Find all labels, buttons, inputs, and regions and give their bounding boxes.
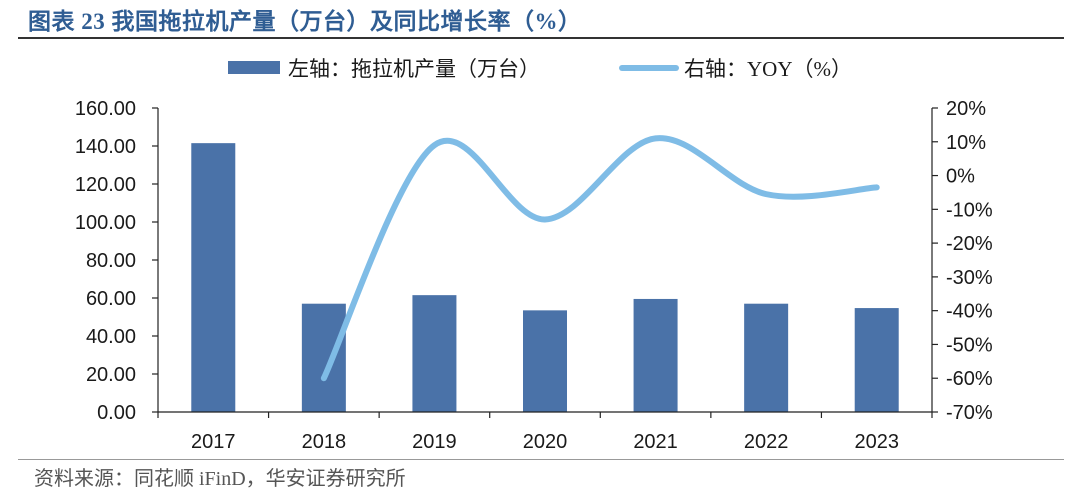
left-axis: 0.00 20.00 40.00 60.00 80.00 100.00 120.00 140.… bbox=[75, 98, 159, 424]
source-note: 资料来源：同花顺 iFinD，华安证券研究所 bbox=[34, 468, 406, 490]
bar-2017 bbox=[191, 143, 236, 412]
left-axis-tick-label: 20.00 bbox=[86, 364, 136, 386]
right-axis-tick-label: 0% bbox=[946, 166, 975, 188]
left-axis-tick-label: 0.00 bbox=[97, 402, 136, 424]
chart-svg: 左轴：拖拉机产量（万台） 右轴：YOY（%） 0.00 20.00 40.00 60.0… bbox=[75, 57, 993, 453]
legend: 左轴：拖拉机产量（万台） 右轴：YOY（%） bbox=[228, 57, 852, 81]
left-axis-tick-label: 120.00 bbox=[75, 174, 136, 196]
x-axis: 2017 2018 2019 2020 2021 2022 2023 bbox=[157, 411, 933, 453]
right-axis-tick-label: -60% bbox=[946, 368, 993, 390]
bar-2019 bbox=[412, 295, 457, 412]
right-axis-tick-label: -30% bbox=[946, 267, 993, 289]
left-axis-tick-label: 40.00 bbox=[86, 326, 136, 348]
right-axis-tick-label: -20% bbox=[946, 233, 993, 255]
source-rule bbox=[18, 459, 1064, 460]
bar-2022 bbox=[744, 303, 789, 412]
x-axis-tick-label: 2020 bbox=[523, 431, 568, 453]
right-axis-tick-label: -10% bbox=[946, 199, 993, 221]
title-rule bbox=[18, 37, 1064, 39]
yoy-line bbox=[320, 135, 880, 382]
x-axis-tick-label: 2022 bbox=[744, 431, 789, 453]
x-axis-tick-label: 2021 bbox=[633, 431, 678, 453]
legend-line-label: 右轴：YOY（%） bbox=[684, 57, 852, 81]
left-axis-tick-label: 140.00 bbox=[75, 136, 136, 158]
right-axis: -70% -60% -50% -40% -30% -20% -10% 0% 10% 20% bbox=[931, 98, 993, 424]
bar-2018 bbox=[301, 303, 346, 412]
bar-2020 bbox=[523, 310, 567, 412]
bar-2021 bbox=[633, 298, 678, 412]
bar-2023 bbox=[854, 308, 899, 412]
left-axis-tick-label: 60.00 bbox=[86, 288, 136, 310]
x-axis-tick-label: 2023 bbox=[854, 431, 899, 453]
left-axis-tick-label: 100.00 bbox=[75, 212, 136, 234]
left-axis-tick-label: 160.00 bbox=[75, 98, 136, 120]
right-axis-tick-label: 20% bbox=[946, 98, 986, 120]
right-axis-tick-label: -70% bbox=[946, 402, 993, 424]
right-axis-tick-label: -50% bbox=[946, 334, 993, 356]
right-axis-tick-label: 10% bbox=[946, 132, 986, 154]
legend-bar-label: 左轴：拖拉机产量（万台） bbox=[288, 57, 540, 81]
left-axis-tick-label: 80.00 bbox=[86, 250, 136, 272]
right-axis-tick-label: -40% bbox=[946, 301, 993, 323]
bar-series bbox=[191, 143, 899, 412]
x-axis-tick-label: 2017 bbox=[191, 431, 236, 453]
x-axis-tick-label: 2018 bbox=[302, 431, 347, 453]
line-series bbox=[320, 135, 880, 382]
chart-title: 图表 23 我国拖拉机产量（万台）及同比增长率（%） bbox=[28, 9, 582, 34]
legend-bar-swatch bbox=[228, 61, 280, 74]
x-axis-tick-label: 2019 bbox=[412, 431, 457, 453]
